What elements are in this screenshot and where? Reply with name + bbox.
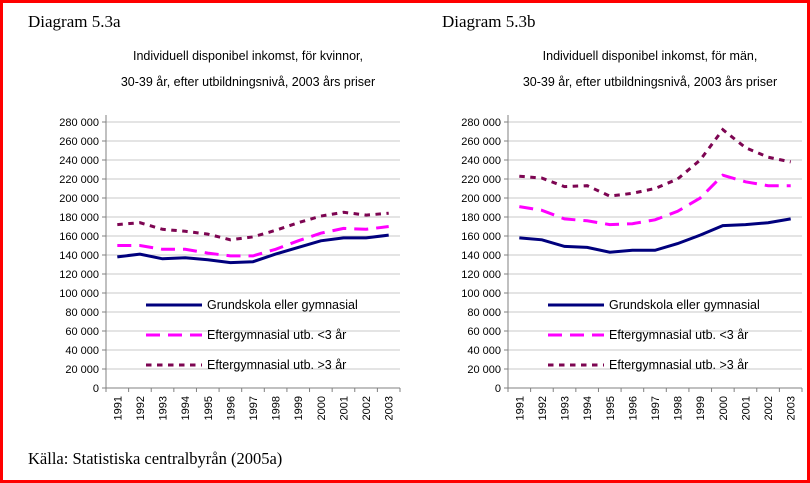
x-tick-label: 1998 <box>673 396 685 420</box>
y-tick-label: 180 000 <box>461 212 501 224</box>
diagram-b-panel: Diagram 5.3b Individuell disponibel inko… <box>405 3 807 448</box>
y-tick-label: 260 000 <box>461 136 501 148</box>
y-tick-label: 100 000 <box>461 288 501 300</box>
x-tick-label: 2002 <box>763 396 775 420</box>
x-tick-label: 2001 <box>338 396 350 420</box>
x-tick-label: 1996 <box>627 396 639 420</box>
y-tick-label: 180 000 <box>59 212 99 224</box>
men-chart-svg: 0 20 000 40 000 60 000 80 000 100 000 120 000 1… <box>461 115 803 420</box>
y-tick-label: 40 000 <box>65 345 99 357</box>
y-tick-label: 260 000 <box>59 136 99 148</box>
legend-label-1: Eftergymnasial utb. <3 år <box>207 328 346 342</box>
y-tick-label: 80 000 <box>65 307 99 319</box>
y-tick-label: 240 000 <box>461 155 501 167</box>
series-line-2 <box>117 210 389 242</box>
x-tick-label: 2001 <box>740 396 752 420</box>
diagram-b-heading: Diagram 5.3b <box>442 12 536 31</box>
x-tick-label: 1998 <box>271 396 283 420</box>
legend-label-0: Grundskola eller gymnasial <box>609 298 760 312</box>
y-tick-label: 200 000 <box>461 193 501 205</box>
series-line-2 <box>519 127 792 198</box>
x-tick-label: 1996 <box>225 396 237 420</box>
legend-label-2: Eftergymnasial utb. >3 år <box>609 358 748 372</box>
y-tick-label: 80 000 <box>467 307 501 319</box>
y-tick-label: 0 <box>93 383 99 395</box>
y-tick-label: 280 000 <box>461 117 501 129</box>
x-tick-label: 1992 <box>135 396 147 420</box>
y-tick-label: 240 000 <box>59 155 99 167</box>
y-tick-label: 280 000 <box>59 117 99 129</box>
x-tick-label: 2003 <box>384 396 396 420</box>
diagram-a-panel: Diagram 5.3a Individuell disponibel inko… <box>3 3 408 448</box>
y-tick-label: 220 000 <box>59 174 99 186</box>
x-tick-label: 1992 <box>537 396 549 420</box>
women-chart-title-line2: 30-39 år, efter utbildningsnivå, 2003 år… <box>120 75 376 89</box>
y-tick-label: 140 000 <box>59 250 99 262</box>
x-tick-label: 1997 <box>650 396 662 420</box>
y-tick-label: 160 000 <box>59 231 99 243</box>
source-note: Källa: Statistiska centralbyrån (2005a) <box>28 449 283 468</box>
series-line-1 <box>519 173 791 227</box>
y-tick-label: 60 000 <box>65 326 99 338</box>
y-tick-label: 120 000 <box>461 269 501 281</box>
x-tick-label: 2000 <box>718 396 730 420</box>
x-tick-label: 1999 <box>293 396 305 420</box>
x-tick-label: 1999 <box>695 396 707 420</box>
series-line-1 <box>117 225 389 258</box>
x-tick-label: 1994 <box>582 396 594 420</box>
y-tick-label: 100 000 <box>59 288 99 300</box>
x-tick-label: 2003 <box>786 396 798 420</box>
y-tick-label: 0 <box>495 383 501 395</box>
x-tick-label: 1991 <box>514 396 526 420</box>
x-tick-label: 1993 <box>158 396 170 420</box>
women-chart-title: Individuell disponibel inkomst, för kvin… <box>48 43 448 95</box>
series-line-0 <box>519 217 791 254</box>
y-tick-label: 140 000 <box>461 250 501 262</box>
x-tick-label: 1991 <box>112 396 124 420</box>
y-tick-label: 200 000 <box>59 193 99 205</box>
x-tick-label: 1995 <box>203 396 215 420</box>
diagram-a-heading: Diagram 5.3a <box>28 12 121 31</box>
x-tick-label: 2000 <box>316 396 328 420</box>
y-tick-label: 60 000 <box>467 326 501 338</box>
y-tick-label: 160 000 <box>461 231 501 243</box>
x-tick-label: 1994 <box>180 396 192 420</box>
x-tick-label: 1993 <box>560 396 572 420</box>
men-chart-title-line1: Individuell disponibel inkomst, för män, <box>542 49 758 63</box>
x-tick-label: 2002 <box>361 396 373 420</box>
series-line-0 <box>117 233 389 265</box>
x-tick-label: 1997 <box>248 396 260 420</box>
legend-label-2: Eftergymnasial utb. >3 år <box>207 358 346 372</box>
men-chart-title: Individuell disponibel inkomst, för män,… <box>450 43 807 95</box>
y-tick-label: 120 000 <box>59 269 99 281</box>
men-chart-title-line2: 30-39 år, efter utbildningsnivå, 2003 år… <box>522 75 778 89</box>
y-tick-label: 20 000 <box>65 364 99 376</box>
y-tick-label: 220 000 <box>461 174 501 186</box>
y-tick-label: 40 000 <box>467 345 501 357</box>
y-tick-label: 20 000 <box>467 364 501 376</box>
women-chart-svg: 0 20 000 40 000 60 000 80 000 100 000 120 000 1… <box>59 115 401 420</box>
legend-label-1: Eftergymnasial utb. <3 år <box>609 328 748 342</box>
legend-label-0: Grundskola eller gymnasial <box>207 298 358 312</box>
x-tick-label: 1995 <box>605 396 617 420</box>
women-chart-title-line1: Individuell disponibel inkomst, för kvin… <box>133 49 363 63</box>
